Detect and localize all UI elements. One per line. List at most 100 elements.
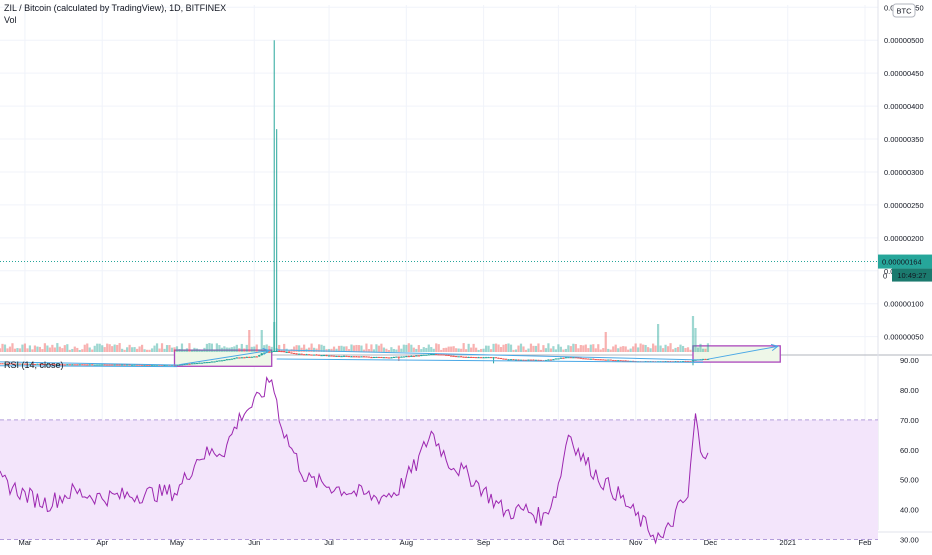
candle-body — [410, 355, 413, 357]
volume-bar — [457, 348, 460, 352]
candle-body — [128, 364, 131, 366]
candle-body — [352, 356, 356, 358]
volume-bar — [342, 346, 346, 352]
volume-bar — [632, 346, 635, 352]
volume-bar — [385, 348, 388, 352]
volume-bar — [160, 343, 164, 352]
volume-bar — [243, 348, 246, 352]
candle-body — [1, 363, 4, 365]
volume-bar — [223, 346, 226, 352]
time-tick-label: Jun — [248, 538, 260, 547]
candle-body — [205, 362, 209, 364]
volume-bar — [193, 347, 196, 352]
candle-body — [178, 364, 181, 366]
volume-bar — [644, 344, 647, 352]
candle-body — [140, 364, 144, 366]
volume-bar — [602, 348, 605, 352]
candle-body — [123, 364, 126, 366]
candle-body — [130, 364, 134, 366]
volume-bar — [136, 348, 139, 352]
volume-bar — [33, 345, 36, 352]
time-tick-label: Jul — [324, 538, 334, 547]
volume-bar — [240, 343, 243, 352]
candle-body — [602, 359, 605, 361]
candle-body — [377, 356, 381, 358]
candle-body — [73, 364, 76, 366]
candle-body — [110, 364, 114, 366]
candle-body — [175, 364, 179, 366]
candle-body — [492, 357, 495, 359]
volume-bar — [577, 348, 580, 352]
candle-body — [305, 354, 308, 356]
volume-bar — [442, 347, 445, 352]
volume-bar — [584, 344, 587, 352]
candle-body — [66, 364, 69, 366]
candle-body — [230, 358, 234, 360]
volume-bar — [168, 345, 171, 352]
volume-bar — [83, 344, 86, 352]
candle-body — [494, 357, 498, 359]
candle-body — [684, 361, 687, 363]
candle-body — [405, 356, 408, 358]
candle-body — [260, 353, 263, 356]
rsi-tick-label: 80.00 — [900, 386, 919, 395]
volume-bar — [26, 348, 29, 352]
volume-bar — [220, 347, 223, 352]
volume-bar — [582, 345, 585, 352]
candle-body — [370, 357, 373, 359]
rsi-label[interactable]: RSI (14, close) — [4, 360, 64, 370]
volume-bar — [619, 346, 622, 352]
candle-body — [143, 364, 146, 366]
candle-body — [165, 364, 169, 366]
volume-bar — [73, 346, 76, 352]
candle-body — [145, 364, 149, 366]
candle-body — [415, 355, 418, 357]
volume-bar — [63, 345, 66, 352]
volume-bar — [153, 345, 156, 352]
volume-bar — [280, 349, 283, 352]
candle-body — [302, 354, 306, 356]
volume-bar — [704, 348, 707, 352]
candle-body — [23, 363, 27, 365]
volume-bar — [647, 347, 650, 352]
candle-body — [193, 363, 196, 365]
candle-body — [387, 357, 391, 359]
volume-bar — [445, 347, 448, 352]
volume-bar — [288, 349, 291, 352]
rsi-tick-label: 50.00 — [900, 476, 919, 485]
volume-bar — [6, 348, 9, 352]
candle-body — [507, 359, 510, 361]
candle-body — [240, 357, 244, 359]
candle-body — [547, 359, 550, 361]
candle-body — [120, 364, 124, 366]
candle-body — [621, 360, 625, 362]
candle-body — [213, 361, 216, 363]
chart-title: ZIL / Bitcoin (calculated by TradingView… — [4, 3, 227, 13]
volume-bar — [517, 345, 520, 352]
volume-bar — [420, 349, 423, 352]
volume-bar — [188, 343, 191, 352]
candle-body — [385, 357, 388, 359]
candle-body — [497, 357, 500, 359]
candle-body — [223, 359, 226, 361]
candle-body — [96, 364, 99, 366]
volume-bar — [674, 347, 677, 352]
candle-body — [332, 355, 336, 357]
candle-body — [335, 355, 338, 357]
candle-body — [529, 359, 533, 361]
candle-body — [479, 357, 483, 359]
volume-bar — [228, 347, 231, 352]
volume-bar — [624, 346, 627, 352]
volume-bar — [23, 343, 27, 352]
candle-body — [245, 356, 248, 358]
volume-bar — [382, 347, 385, 352]
rsi-tick-label: 70.00 — [900, 416, 919, 425]
candle-body — [549, 359, 553, 361]
candle-body — [105, 364, 109, 366]
volume-bar — [664, 344, 667, 352]
volume-bar — [320, 344, 323, 352]
candle-body — [587, 358, 590, 360]
candle-body — [218, 360, 221, 362]
